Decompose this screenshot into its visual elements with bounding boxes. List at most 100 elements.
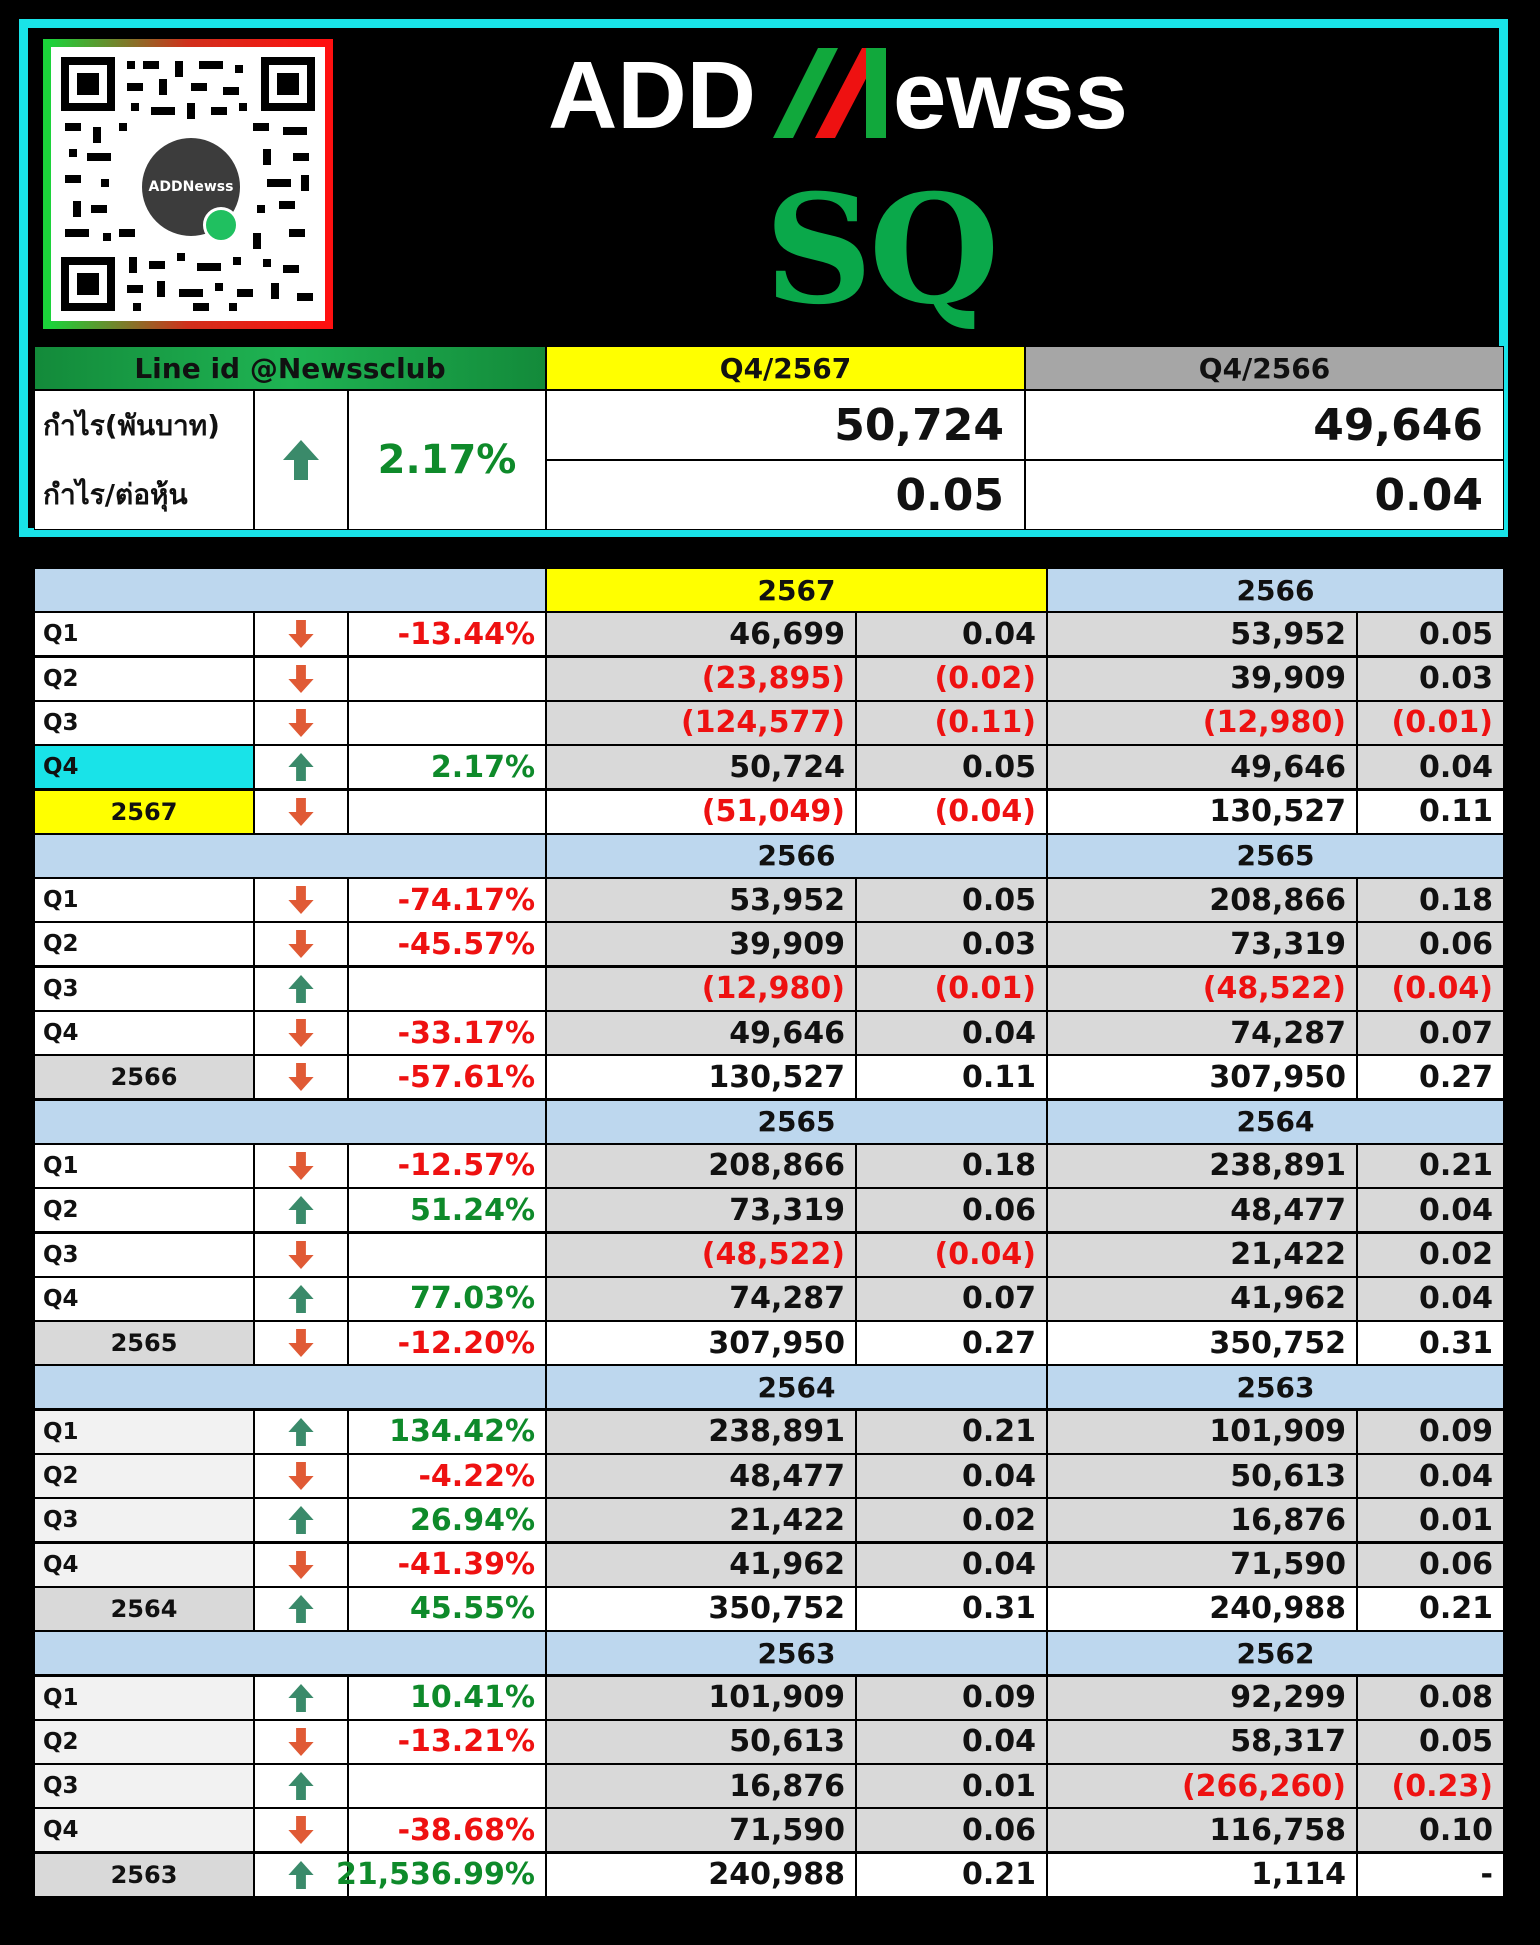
profit-b: 74,287 xyxy=(1047,1011,1357,1055)
year-b-header: 2562 xyxy=(1047,1631,1504,1676)
down-arrow-icon xyxy=(254,1232,348,1277)
quarter-row: Q2 (23,895) (0.02) 39,909 0.03 xyxy=(34,656,1504,701)
quarter-row: Q4 -41.39% 41,962 0.04 71,590 0.06 xyxy=(34,1542,1504,1587)
down-arrow-icon xyxy=(254,878,348,923)
quarter-row: Q3 26.94% 21,422 0.02 16,876 0.01 xyxy=(34,1498,1504,1543)
line-id-label[interactable]: Line id @Newssclub xyxy=(34,346,546,390)
change-percent: -13.21% xyxy=(348,1719,546,1764)
profit-a: 39,909 xyxy=(546,922,856,967)
row-label: Q1 xyxy=(34,1675,254,1720)
quarter-row: Q3 (48,522) (0.04) 21,422 0.02 xyxy=(34,1232,1504,1277)
line-app-icon xyxy=(203,207,239,243)
up-arrow-icon xyxy=(254,966,348,1011)
profit-b: 39,909 xyxy=(1047,656,1357,701)
quarter-row: Q4 -33.17% 49,646 0.04 74,287 0.07 xyxy=(34,1011,1504,1055)
brand-logo: ADD ewss xyxy=(548,42,1128,149)
row-label: Q2 xyxy=(34,1719,254,1764)
up-arrow-icon xyxy=(254,745,348,790)
brand-logo-slash-red-icon xyxy=(815,48,882,138)
row-label: Q2 xyxy=(34,922,254,967)
header-blank-cell xyxy=(34,1099,546,1144)
change-percent: -74.17% xyxy=(348,878,546,923)
quarter-row: Q4 2.17% 50,724 0.05 49,646 0.04 xyxy=(34,745,1504,790)
profit-a: (23,895) xyxy=(546,656,856,701)
profit-a: (124,577) xyxy=(546,700,856,745)
eps-a: (0.04) xyxy=(856,1232,1047,1277)
profit-a: 49,646 xyxy=(546,1011,856,1055)
row-label: Q1 xyxy=(34,1409,254,1454)
eps-b: 0.08 xyxy=(1357,1675,1504,1720)
row-label: Q2 xyxy=(34,1188,254,1233)
quarter-row: Q3 (124,577) (0.11) (12,980) (0.01) xyxy=(34,700,1504,745)
year-a-header: 2565 xyxy=(546,1099,1047,1144)
profit-b: 58,317 xyxy=(1047,1719,1357,1764)
quarter-row: Q1 10.41% 101,909 0.09 92,299 0.08 xyxy=(34,1675,1504,1720)
down-arrow-icon xyxy=(254,700,348,745)
change-percent: -57.61% xyxy=(348,1055,546,1100)
up-arrow-icon xyxy=(254,1409,348,1454)
change-percent xyxy=(348,1764,546,1809)
change-percent: -12.20% xyxy=(348,1321,546,1366)
qr-code[interactable]: ADDNewss xyxy=(43,39,333,329)
qr-pattern-icon xyxy=(57,53,319,315)
profit-a: 73,319 xyxy=(546,1188,856,1233)
row-label: Q4 xyxy=(34,1276,254,1321)
eps-b: 0.21 xyxy=(1357,1143,1504,1188)
row-label: Q3 xyxy=(34,966,254,1011)
up-arrow-icon xyxy=(254,1852,348,1897)
year-total-row: 2564 45.55% 350,752 0.31 240,988 0.21 xyxy=(34,1586,1504,1631)
change-percent: 10.41% xyxy=(348,1675,546,1720)
year-a-header: 2564 xyxy=(546,1365,1047,1410)
profit-b: 92,299 xyxy=(1047,1675,1357,1720)
eps-a: 0.21 xyxy=(856,1409,1047,1454)
qr-badge-label: ADDNewss xyxy=(148,179,234,195)
row-label: 2564 xyxy=(34,1586,254,1631)
eps-b: 0.02 xyxy=(1357,1232,1504,1277)
profit-a: 101,909 xyxy=(546,1675,856,1720)
eps-b: 0.21 xyxy=(1357,1586,1504,1631)
ticker-symbol: SQ xyxy=(764,162,1000,338)
profit-b: 208,866 xyxy=(1047,878,1357,923)
profit-a: 53,952 xyxy=(546,878,856,923)
year-total-row: 2565 -12.20% 307,950 0.27 350,752 0.31 xyxy=(34,1321,1504,1366)
eps-b: (0.23) xyxy=(1357,1764,1504,1809)
down-arrow-icon xyxy=(254,656,348,701)
up-arrow-icon xyxy=(254,1188,348,1233)
change-percent: -12.57% xyxy=(348,1143,546,1188)
down-arrow-icon xyxy=(254,1011,348,1055)
profit-a: 50,724 xyxy=(546,745,856,790)
change-percent xyxy=(348,789,546,834)
profit-b: 48,477 xyxy=(1047,1188,1357,1233)
change-percent: 26.94% xyxy=(348,1498,546,1543)
eps-b: 0.05 xyxy=(1357,612,1504,657)
eps-a: 0.04 xyxy=(856,1454,1047,1498)
summary-arrow-cell xyxy=(254,390,348,530)
down-arrow-icon xyxy=(254,612,348,657)
eps-b: 0.18 xyxy=(1357,878,1504,923)
down-arrow-icon xyxy=(254,1055,348,1100)
profit-b: 1,114 xyxy=(1047,1852,1357,1897)
quarter-row: Q1 134.42% 238,891 0.21 101,909 0.09 xyxy=(34,1409,1504,1454)
up-arrow-icon xyxy=(254,1586,348,1631)
profit-a: 46,699 xyxy=(546,612,856,657)
eps-b: 0.06 xyxy=(1357,1542,1504,1587)
profit-b: 49,646 xyxy=(1047,745,1357,790)
header-blank-cell xyxy=(34,568,546,612)
eps-b: 0.31 xyxy=(1357,1321,1504,1366)
eps-b: 0.09 xyxy=(1357,1409,1504,1454)
quarter-row: Q2 -13.21% 50,613 0.04 58,317 0.05 xyxy=(34,1719,1504,1764)
eps-b: 0.04 xyxy=(1357,1454,1504,1498)
header-blank-cell xyxy=(34,1631,546,1676)
profit-a: 130,527 xyxy=(546,1055,856,1100)
eps-a: 0.06 xyxy=(856,1808,1047,1853)
summary-labels: กำไร(พันบาท) กำไร/ต่อหุ้น xyxy=(34,390,254,530)
up-arrow-icon xyxy=(283,440,319,480)
down-arrow-icon xyxy=(254,1808,348,1853)
eps-a: 0.05 xyxy=(856,745,1047,790)
year-b-header: 2566 xyxy=(1047,568,1504,612)
profit-b: (48,522) xyxy=(1047,966,1357,1011)
down-arrow-icon xyxy=(254,1542,348,1587)
eps-a: 0.07 xyxy=(856,1276,1047,1321)
up-arrow-icon xyxy=(254,1276,348,1321)
up-arrow-icon xyxy=(254,1675,348,1720)
